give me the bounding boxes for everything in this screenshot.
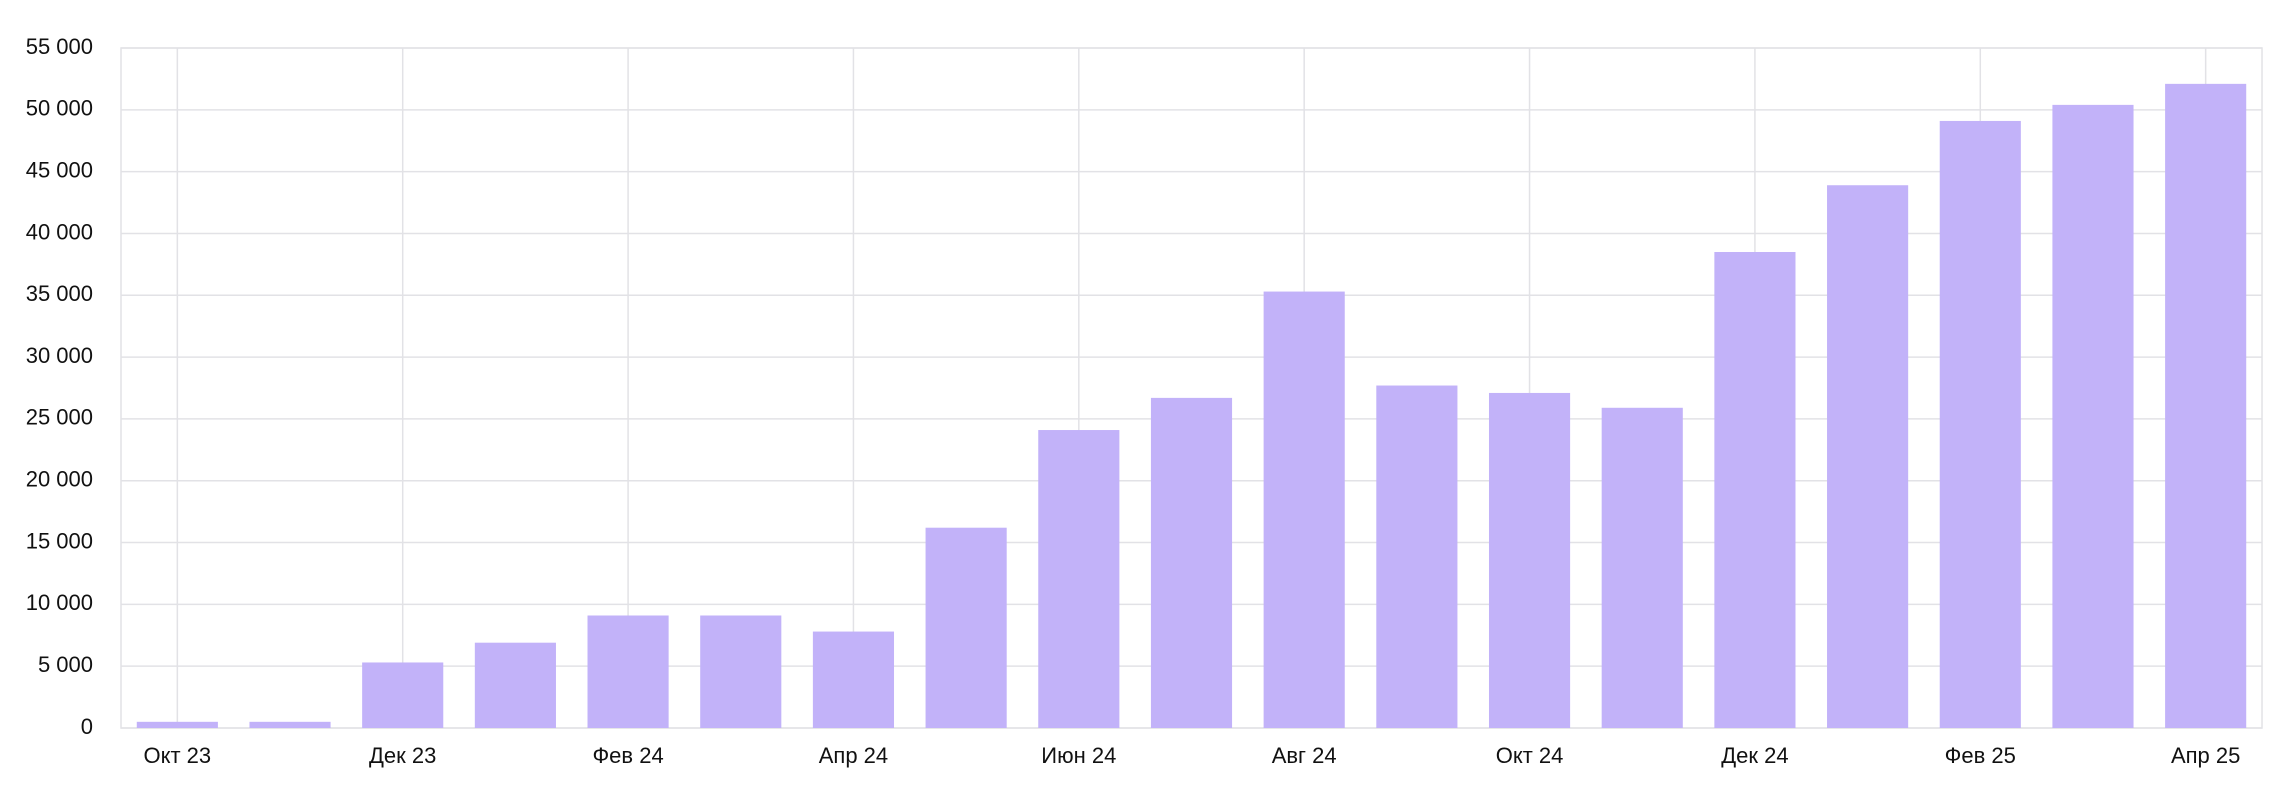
bar — [1038, 430, 1120, 728]
bar — [1827, 185, 1909, 729]
bar — [474, 642, 556, 728]
y-tick-label: 15 000 — [26, 528, 93, 553]
y-tick-label: 10 000 — [26, 590, 93, 615]
x-tick-label: Июн 24 — [1041, 743, 1116, 768]
y-tick-label: 35 000 — [26, 281, 93, 306]
bar — [249, 721, 331, 728]
bar — [925, 527, 1007, 728]
y-tick-label: 55 000 — [26, 34, 93, 59]
bar — [1263, 291, 1345, 728]
bar — [1714, 252, 1796, 728]
y-tick-label: 50 000 — [26, 96, 93, 121]
x-tick-label: Авг 24 — [1272, 743, 1337, 768]
x-tick-label: Апр 25 — [2171, 743, 2240, 768]
x-tick-label: Дек 24 — [1721, 743, 1788, 768]
bar — [812, 631, 895, 728]
x-tick-label: Окт 23 — [144, 743, 212, 768]
x-tick-label: Апр 24 — [819, 743, 888, 768]
bar — [2052, 104, 2134, 728]
bar — [2165, 83, 2247, 728]
x-tick-label: Фев 25 — [1945, 743, 2016, 768]
y-tick-label: 40 000 — [26, 219, 93, 244]
bar — [1939, 120, 2021, 729]
bar — [1150, 397, 1233, 728]
bar — [1601, 407, 1683, 728]
x-tick-label: Дек 23 — [369, 743, 436, 768]
bar — [1376, 385, 1458, 728]
y-tick-label: 30 000 — [26, 343, 93, 368]
bar — [362, 662, 444, 728]
bar — [587, 615, 669, 728]
bar — [1488, 392, 1571, 728]
bar — [700, 615, 782, 728]
y-tick-label: 45 000 — [26, 157, 93, 182]
y-tick-label: 0 — [81, 714, 93, 739]
x-tick-label: Фев 24 — [592, 743, 663, 768]
x-tick-label: Окт 24 — [1496, 743, 1564, 768]
bar — [136, 721, 218, 728]
y-tick-label: 20 000 — [26, 467, 93, 492]
y-tick-label: 5 000 — [38, 652, 93, 677]
y-tick-label: 25 000 — [26, 405, 93, 430]
